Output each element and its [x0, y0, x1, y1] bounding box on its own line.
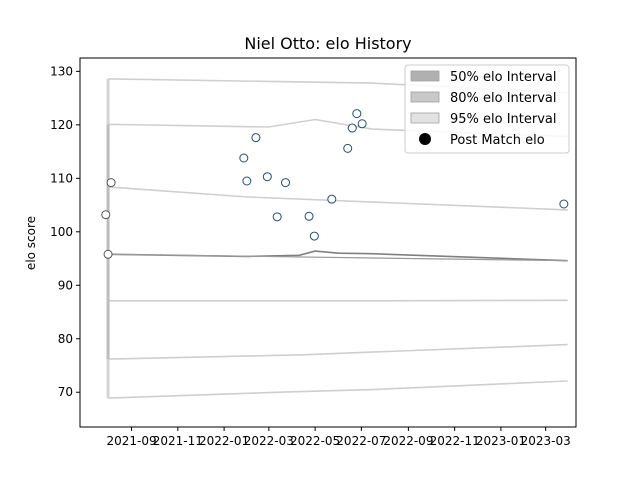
x-tick-label-2023-01: 2023-01 [476, 434, 526, 448]
legend-label-2: 95% elo Interval [450, 112, 557, 127]
x-tick-label-2021-09: 2021-09 [107, 434, 157, 448]
legend-label-0: 50% elo Interval [450, 70, 557, 85]
x-tick-label-2022-05: 2022-05 [290, 434, 340, 448]
mean-trend-line [108, 253, 568, 262]
x-tick-label-2022-09: 2022-09 [383, 434, 433, 448]
post-match-point-4 [272, 212, 282, 222]
plot-frame [79, 57, 577, 428]
x-tick-label-2021-11: 2021-11 [153, 434, 203, 448]
legend-marker-3 [419, 133, 431, 145]
legend-box [404, 64, 570, 154]
chart-title: Niel Otto: elo History [244, 34, 411, 53]
legend-swatch-0 [410, 70, 440, 82]
post-match-point-8 [327, 194, 337, 204]
post-match-point-1 [242, 176, 252, 186]
x-tick-label-2022-11: 2022-11 [430, 434, 480, 448]
post-match-point-13 [559, 199, 569, 209]
legend-label-3: Post Match elo [450, 133, 545, 148]
post-match-point-6 [304, 211, 314, 221]
pre-period-point-2 [106, 178, 116, 188]
post-match-point-9 [343, 143, 353, 153]
y-axis-label: elo score [24, 216, 38, 270]
x-tick-label-2022-01: 2022-01 [199, 434, 249, 448]
post-match-point-10 [347, 123, 357, 133]
mean-elo-line [108, 250, 568, 262]
x-tick-label-2022-07: 2022-07 [336, 434, 386, 448]
band-line-lower80 [108, 343, 568, 360]
x-tick-label-2022-03: 2022-03 [244, 434, 294, 448]
band-line-lower50 [108, 299, 568, 302]
y-tick-label-90: 90 [58, 278, 73, 292]
y-tick-label-120: 120 [50, 118, 73, 132]
interval-bands [106, 78, 568, 399]
legend-swatch-2 [410, 112, 440, 124]
pre-period-point-1 [103, 249, 113, 259]
post-match-point-2 [251, 133, 261, 143]
y-tick-label-100: 100 [50, 225, 73, 239]
y-tick-label-80: 80 [58, 332, 73, 346]
y-tick-label-110: 110 [50, 171, 73, 185]
post-match-point-0 [239, 153, 249, 163]
band-line-lower95 [108, 380, 568, 399]
x-tick-label-2023-03: 2023-03 [521, 434, 571, 448]
legend: 50% elo Interval 80% elo Interval 95% elo … [404, 64, 570, 154]
legend-swatch-1 [410, 91, 440, 103]
post-match-point-7 [309, 231, 319, 241]
y-tick-label-130: 130 [50, 64, 73, 78]
legend-label-1: 80% elo Interval [450, 91, 557, 106]
post-match-point-3 [262, 172, 272, 182]
post-match-point-12 [357, 119, 367, 129]
post-match-point-11 [352, 109, 362, 119]
post-match-point-5 [281, 178, 291, 188]
pre-period-point-0 [101, 210, 111, 220]
y-tick-label-70: 70 [58, 385, 73, 399]
x-axis: 2021-092021-112022-012022-032022-052022-… [107, 427, 571, 448]
band-line-upper50 [108, 186, 568, 211]
post-match-points [101, 109, 569, 259]
y-axis: 70 80 90 100 110 120 130 [50, 64, 80, 399]
